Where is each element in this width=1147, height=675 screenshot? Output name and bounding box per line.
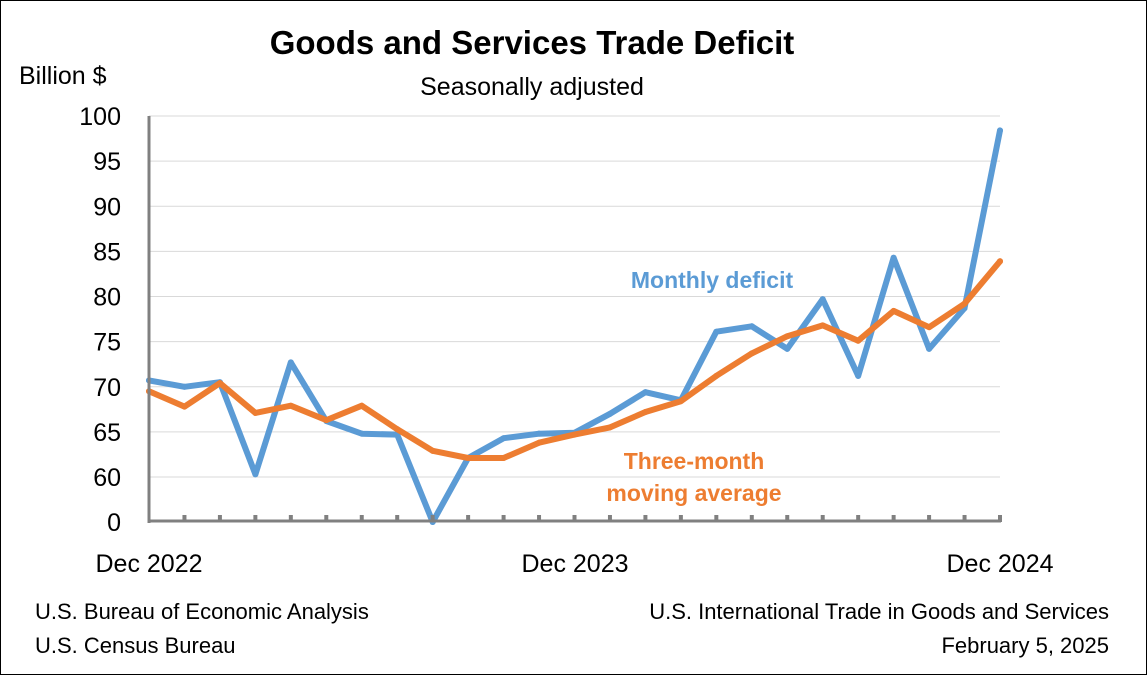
data-point (323, 417, 330, 424)
data-point (926, 324, 933, 331)
y-tick-label: 75 (93, 329, 121, 357)
y-tick-label: 65 (93, 419, 121, 447)
data-point (500, 435, 507, 442)
data-point (358, 402, 365, 409)
data-point (642, 389, 649, 396)
y-tick-label: 95 (93, 148, 121, 176)
data-point (287, 359, 294, 366)
data-point (855, 337, 862, 344)
data-point (606, 410, 613, 417)
y-tick-label: 60 (93, 464, 121, 492)
series-label-moving-average-line2: moving average (606, 480, 781, 506)
y-tick-label: 100 (79, 103, 121, 131)
data-point (536, 430, 543, 437)
data-point (571, 431, 578, 438)
data-point (855, 372, 862, 379)
series-line-moving-average (146, 258, 1003, 461)
x-tick-label: Dec 2022 (95, 550, 202, 578)
data-point (926, 345, 933, 352)
data-point (713, 328, 720, 335)
data-point (287, 402, 294, 409)
data-point (642, 409, 649, 416)
y-tick-label: 90 (93, 193, 121, 221)
chart-subtitle: Seasonally adjusted (420, 73, 644, 101)
data-point (216, 380, 223, 387)
data-point (890, 307, 897, 314)
data-point (536, 439, 543, 446)
data-point (890, 254, 897, 261)
data-point (358, 430, 365, 437)
data-point (784, 333, 791, 340)
data-point (997, 258, 1003, 265)
data-point (252, 409, 259, 416)
series-label-moving-average-line1: Three-month (624, 448, 765, 474)
data-point (819, 322, 826, 329)
y-tick-label: 85 (93, 238, 121, 266)
y-axis-label: Billion $ (19, 62, 107, 90)
data-point (784, 345, 791, 352)
data-point (961, 300, 968, 307)
data-point (500, 455, 507, 462)
data-point (394, 426, 401, 433)
data-point (181, 403, 188, 410)
data-point (181, 383, 188, 390)
data-point (429, 447, 436, 454)
data-point (677, 398, 684, 405)
data-point (606, 424, 613, 431)
data-point (997, 127, 1003, 134)
chart-title: Goods and Services Trade Deficit (270, 24, 795, 61)
y-tick-label: 80 (93, 284, 121, 312)
footer-release-name: U.S. International Trade in Goods and Se… (649, 599, 1109, 624)
footer-release-date: February 5, 2025 (941, 633, 1109, 658)
data-point (748, 323, 755, 330)
series-label-monthly-deficit: Monthly deficit (631, 267, 794, 293)
footer-source-1: U.S. Bureau of Economic Analysis (35, 599, 369, 624)
data-point (252, 471, 259, 478)
data-point (819, 296, 826, 303)
footer-source-2: U.S. Census Bureau (35, 633, 236, 658)
data-point (465, 455, 472, 462)
x-tick-label: Dec 2024 (946, 550, 1053, 578)
data-point (748, 350, 755, 357)
x-tick-label: Dec 2023 (521, 550, 628, 578)
y-tick-label: 70 (93, 374, 121, 402)
y-tick-label: 0 (107, 509, 121, 537)
data-point (713, 372, 720, 379)
